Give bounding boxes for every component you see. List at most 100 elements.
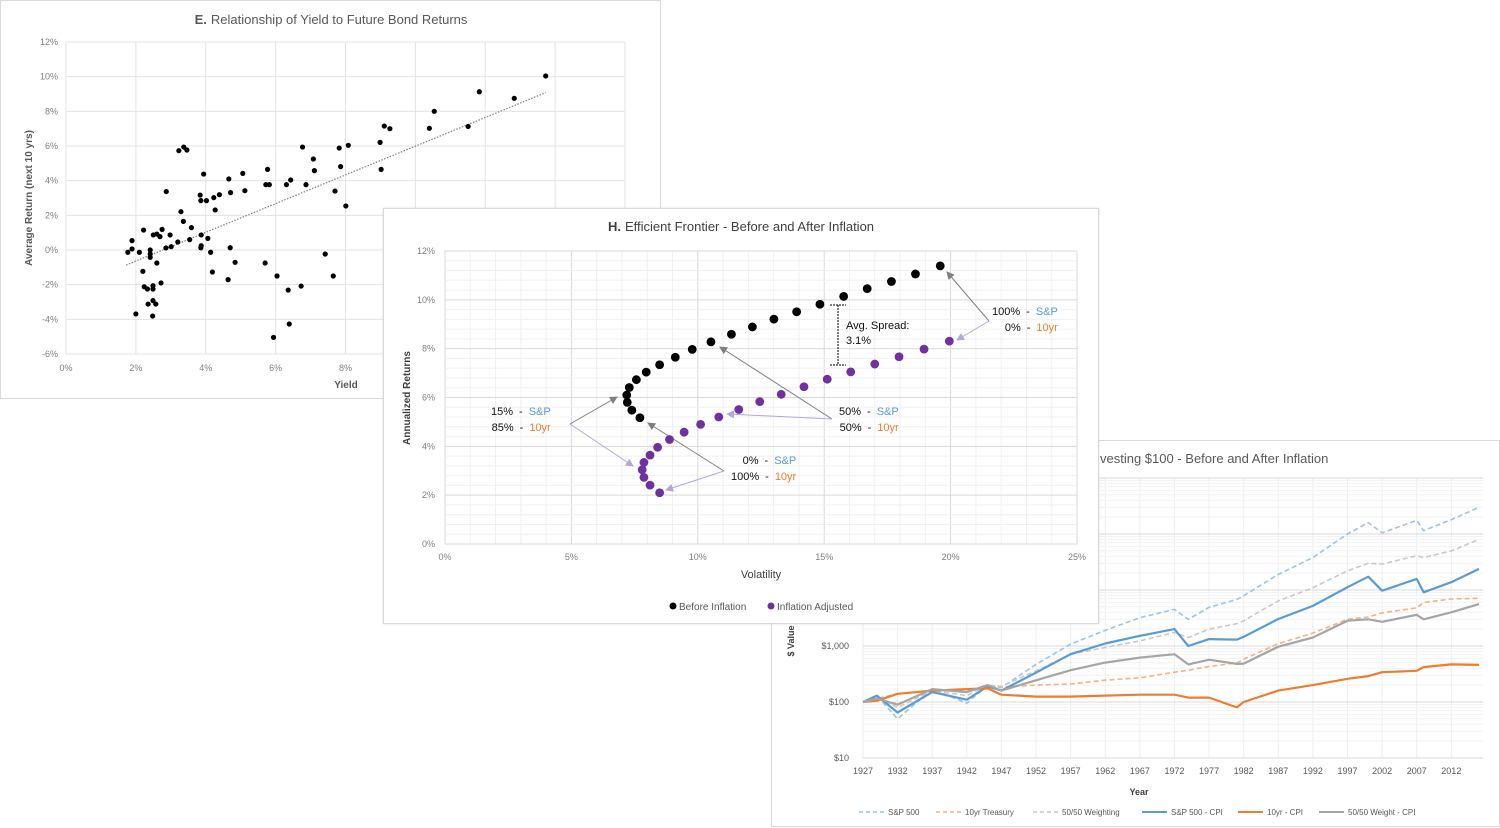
sp-label: S&P [876,406,899,418]
series-line-50-50-weighting [862,538,1480,709]
data-point [227,190,234,196]
x-tick-label: 1952 [1026,766,1046,776]
data-point [184,147,190,153]
data-point [792,307,802,317]
investing-100-chart: vesting $100 - Before and After Inflatio… [786,451,1483,817]
legend-label: 50/50 Weight - CPI [1348,808,1415,817]
data-point [176,148,182,154]
data-point [266,182,272,188]
data-point [727,329,736,339]
data-point [426,125,432,131]
chart-title-text: Relationship of Yield to Future Bond Ret… [211,12,468,27]
data-point [670,352,680,362]
data-point [175,239,181,245]
data-point [212,207,218,213]
sp-label: S&P [528,406,551,418]
legend-label: S&P 500 [888,808,920,817]
sp-label: S&P [1035,306,1058,318]
y-axis-label: Annualized Returns [402,351,413,445]
legend: S&P 500 10yr Treasury 50/50 Weighting S&P 5… [859,808,1415,817]
y-axis-label: $ Value [786,625,796,656]
data-point [211,195,217,201]
bond-label: 10yr [774,471,797,483]
y-tick-label: $10 [834,753,849,763]
legend-label: 50/50 Weighting [1062,808,1120,817]
chart-title-text: Efficient Frontier - Before and After In… [625,219,874,234]
annotation-sp-row: 0% - S&P [731,453,797,469]
data-point [153,301,159,307]
data-point [125,249,131,255]
data-point [655,360,665,370]
x-tick-label: 5% [565,552,578,562]
x-tick-label: 1927 [853,766,873,776]
data-point [755,397,765,407]
sp-pct: 100% [992,306,1021,318]
spread-bracket: Avg. Spread: 3.1% [830,304,909,366]
data-point [622,390,632,400]
data-point [336,145,342,151]
y-tick-label: 12% [40,37,58,47]
y-tick-label: $1,000 [821,641,849,651]
legend-label: 10yr - CPI [1267,808,1303,817]
x-tick-label: 15% [815,552,833,562]
data-point [303,182,309,188]
x-tick-label: 1932 [888,766,908,776]
arrow-50-50-before [719,346,833,420]
data-point [208,249,214,255]
data-point [150,286,156,292]
data-point [167,232,173,238]
data-point [299,144,306,150]
data-point [283,182,290,188]
bond-label: 10yr [877,422,899,434]
plot-area [444,250,1078,545]
data-point [345,142,351,148]
data-point [679,427,689,437]
annotation-100-0: 100% - S&P 0% -10yr [992,304,1058,336]
data-point [129,246,135,252]
data-point [150,313,156,319]
y-tick-label: -6% [42,349,58,359]
series-before-inflation [622,261,945,423]
separator: - [764,455,769,467]
data-point [147,247,153,253]
data-point [216,192,222,198]
series-line-10yr-cpi [862,663,1480,709]
data-point [140,268,146,274]
x-tick-label: 1972 [1164,766,1184,776]
spread-label: Avg. Spread: [846,320,909,332]
y-tick-label: 10% [40,72,58,82]
y-tick-label: 8% [422,344,435,354]
annotation-0-100: 0% - S&P 100% -10yr [731,453,796,485]
data-point [197,192,203,198]
x-tick-label: 1982 [1234,766,1254,776]
annotation-bond-row: 0% -10yr [992,320,1058,336]
separator: - [765,471,769,483]
x-tick-label: 0% [438,552,451,562]
x-tick-label: 10% [689,552,707,562]
data-point [511,95,517,101]
annotation-sp-row: 100% - S&P [992,304,1058,320]
y-tick-label: 10% [417,295,435,305]
data-point [262,260,268,266]
x-tick-label: 25% [1068,552,1086,562]
data-point [159,226,165,232]
arrow-0-100-adjusted [665,470,725,492]
x-axis-label: Volatility [741,569,782,581]
data-point [870,359,880,369]
arrow-0-100-before [647,422,725,472]
annotation-bond-row: 100% -10yr [731,469,796,485]
data-point [543,73,549,79]
data-point [144,286,151,292]
separator: - [519,422,524,434]
data-point [639,458,649,467]
data-point [188,225,195,231]
annotation-50-50: 50% - S&P 50% -10yr [839,404,899,436]
series-line-s-p-500 [862,506,1480,720]
data-point [163,245,169,251]
data-point [387,126,393,132]
data-point [769,314,779,324]
data-point [201,171,207,177]
x-tick-label: 1987 [1268,766,1288,776]
data-point [635,413,645,423]
x-tick-label: 20% [942,552,960,562]
